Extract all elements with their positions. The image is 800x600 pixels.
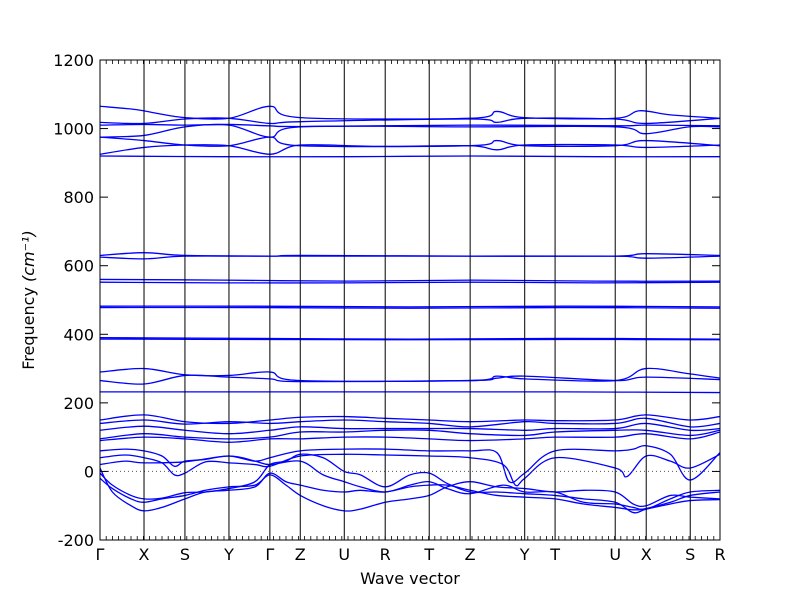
x-tick-label-9: T (423, 545, 434, 564)
y-axis-label-text: Frequency (19, 287, 38, 370)
x-tick-label-6: Z (295, 545, 306, 564)
y-tick-label-7: 1000 (53, 120, 94, 139)
band-line-10 (99, 278, 721, 282)
series-lines (99, 105, 721, 514)
y-axis-ticks: -200 0 200 400 600 800 1000 1200 (53, 51, 720, 550)
band-line-21 (99, 422, 721, 435)
band-line-13 (99, 306, 721, 309)
x-tick-label-15: S (685, 545, 695, 564)
x-tick-label-14: X (641, 545, 652, 564)
band-line-18 (99, 391, 721, 394)
band-line-25 (99, 453, 721, 487)
y-tick-label-1: -200 (58, 531, 94, 550)
x-tick-label-1: Γ (96, 545, 105, 564)
band-line-22 (99, 429, 721, 440)
y-axis-label: Frequency (cm⁻¹) (19, 230, 38, 369)
y-tick-label-2: 0 (84, 462, 94, 481)
band-line-1 (99, 105, 721, 120)
y-tick-label-8: 1200 (53, 51, 94, 70)
y-tick-label-6: 800 (63, 188, 94, 207)
band-line-29 (99, 467, 721, 512)
x-tick-label-13: U (609, 545, 621, 564)
x-tick-label-11: Y (519, 545, 530, 564)
band-line-20 (99, 417, 721, 428)
band-line-12 (99, 305, 721, 308)
band-line-26 (99, 455, 721, 511)
band-line-9 (99, 255, 721, 260)
x-tick-label-12: T (549, 545, 560, 564)
x-tick-label-4: Y (223, 545, 234, 564)
x-tick-label-5: Γ (265, 545, 274, 564)
x-tick-label-2: X (139, 545, 150, 564)
band-line-11 (99, 281, 721, 284)
y-tick-label-3: 200 (63, 394, 94, 413)
band-line-7 (99, 155, 721, 158)
y-tick-label-5: 600 (63, 257, 94, 276)
x-tick-label-8: R (380, 545, 391, 564)
band-line-4 (99, 123, 721, 138)
y-axis-label-unit: (cm⁻¹) (19, 230, 38, 282)
x-axis-label: Wave vector (360, 569, 460, 588)
band-line-17 (99, 374, 721, 385)
band-line-14 (99, 337, 721, 340)
x-tick-label-3: S (180, 545, 190, 564)
band-line-15 (99, 338, 721, 341)
y-tick-label-4: 400 (63, 325, 94, 344)
band-line-23 (99, 431, 721, 443)
x-tick-label-16: R (714, 545, 725, 564)
x-tick-label-10: Z (465, 545, 476, 564)
band-line-27 (99, 474, 721, 512)
band-line-28 (99, 453, 721, 514)
x-tick-label-7: U (338, 545, 350, 564)
